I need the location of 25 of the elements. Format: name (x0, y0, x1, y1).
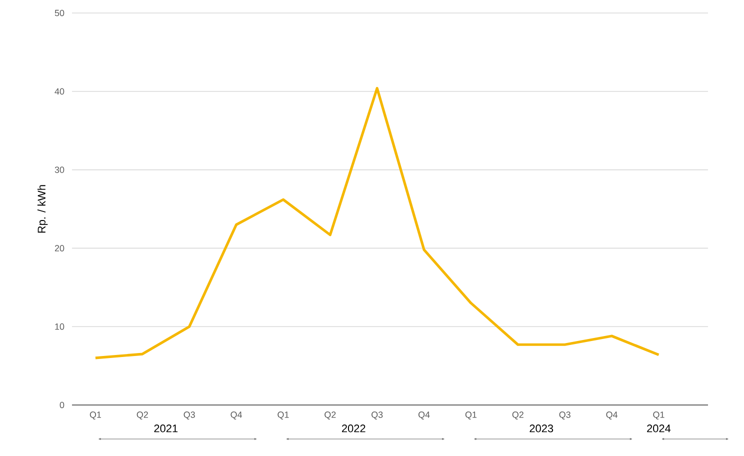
x-tick-label: Q2 (324, 412, 336, 420)
text: 2021 (154, 424, 178, 432)
x-tick-label: Q3 (184, 412, 195, 420)
x-tick-label: Q1 (653, 412, 664, 420)
y-tick-label: 20 (54, 245, 64, 252)
text: 2024 (647, 424, 671, 432)
y-axis-title: Rp. / kWh (37, 185, 48, 233)
y-tick-label: 40 (54, 88, 64, 95)
y-tick-label: 0 (60, 402, 64, 408)
x-tick-label: Q4 (418, 412, 430, 420)
x-tick-label: Q3 (559, 412, 570, 420)
line-series (94, 86, 660, 360)
y-tick-label: 50 (54, 10, 64, 16)
x-tick-label: Q1 (90, 412, 102, 420)
x-tick-label: Q1 (278, 412, 289, 420)
x-tick-label: Q4 (606, 412, 618, 420)
y-tick-label: 10 (55, 323, 64, 330)
text: 2022 (342, 424, 366, 432)
x-tick-label: Q1 (465, 412, 477, 420)
x-tick-label: Q4 (230, 412, 242, 420)
x-tick-label: Q2 (512, 412, 524, 420)
text: 2023 (530, 424, 554, 432)
y-tick-label: 30 (54, 166, 64, 173)
x-tick-label: Q2 (136, 412, 148, 420)
x-tick-label: Q3 (372, 412, 383, 420)
